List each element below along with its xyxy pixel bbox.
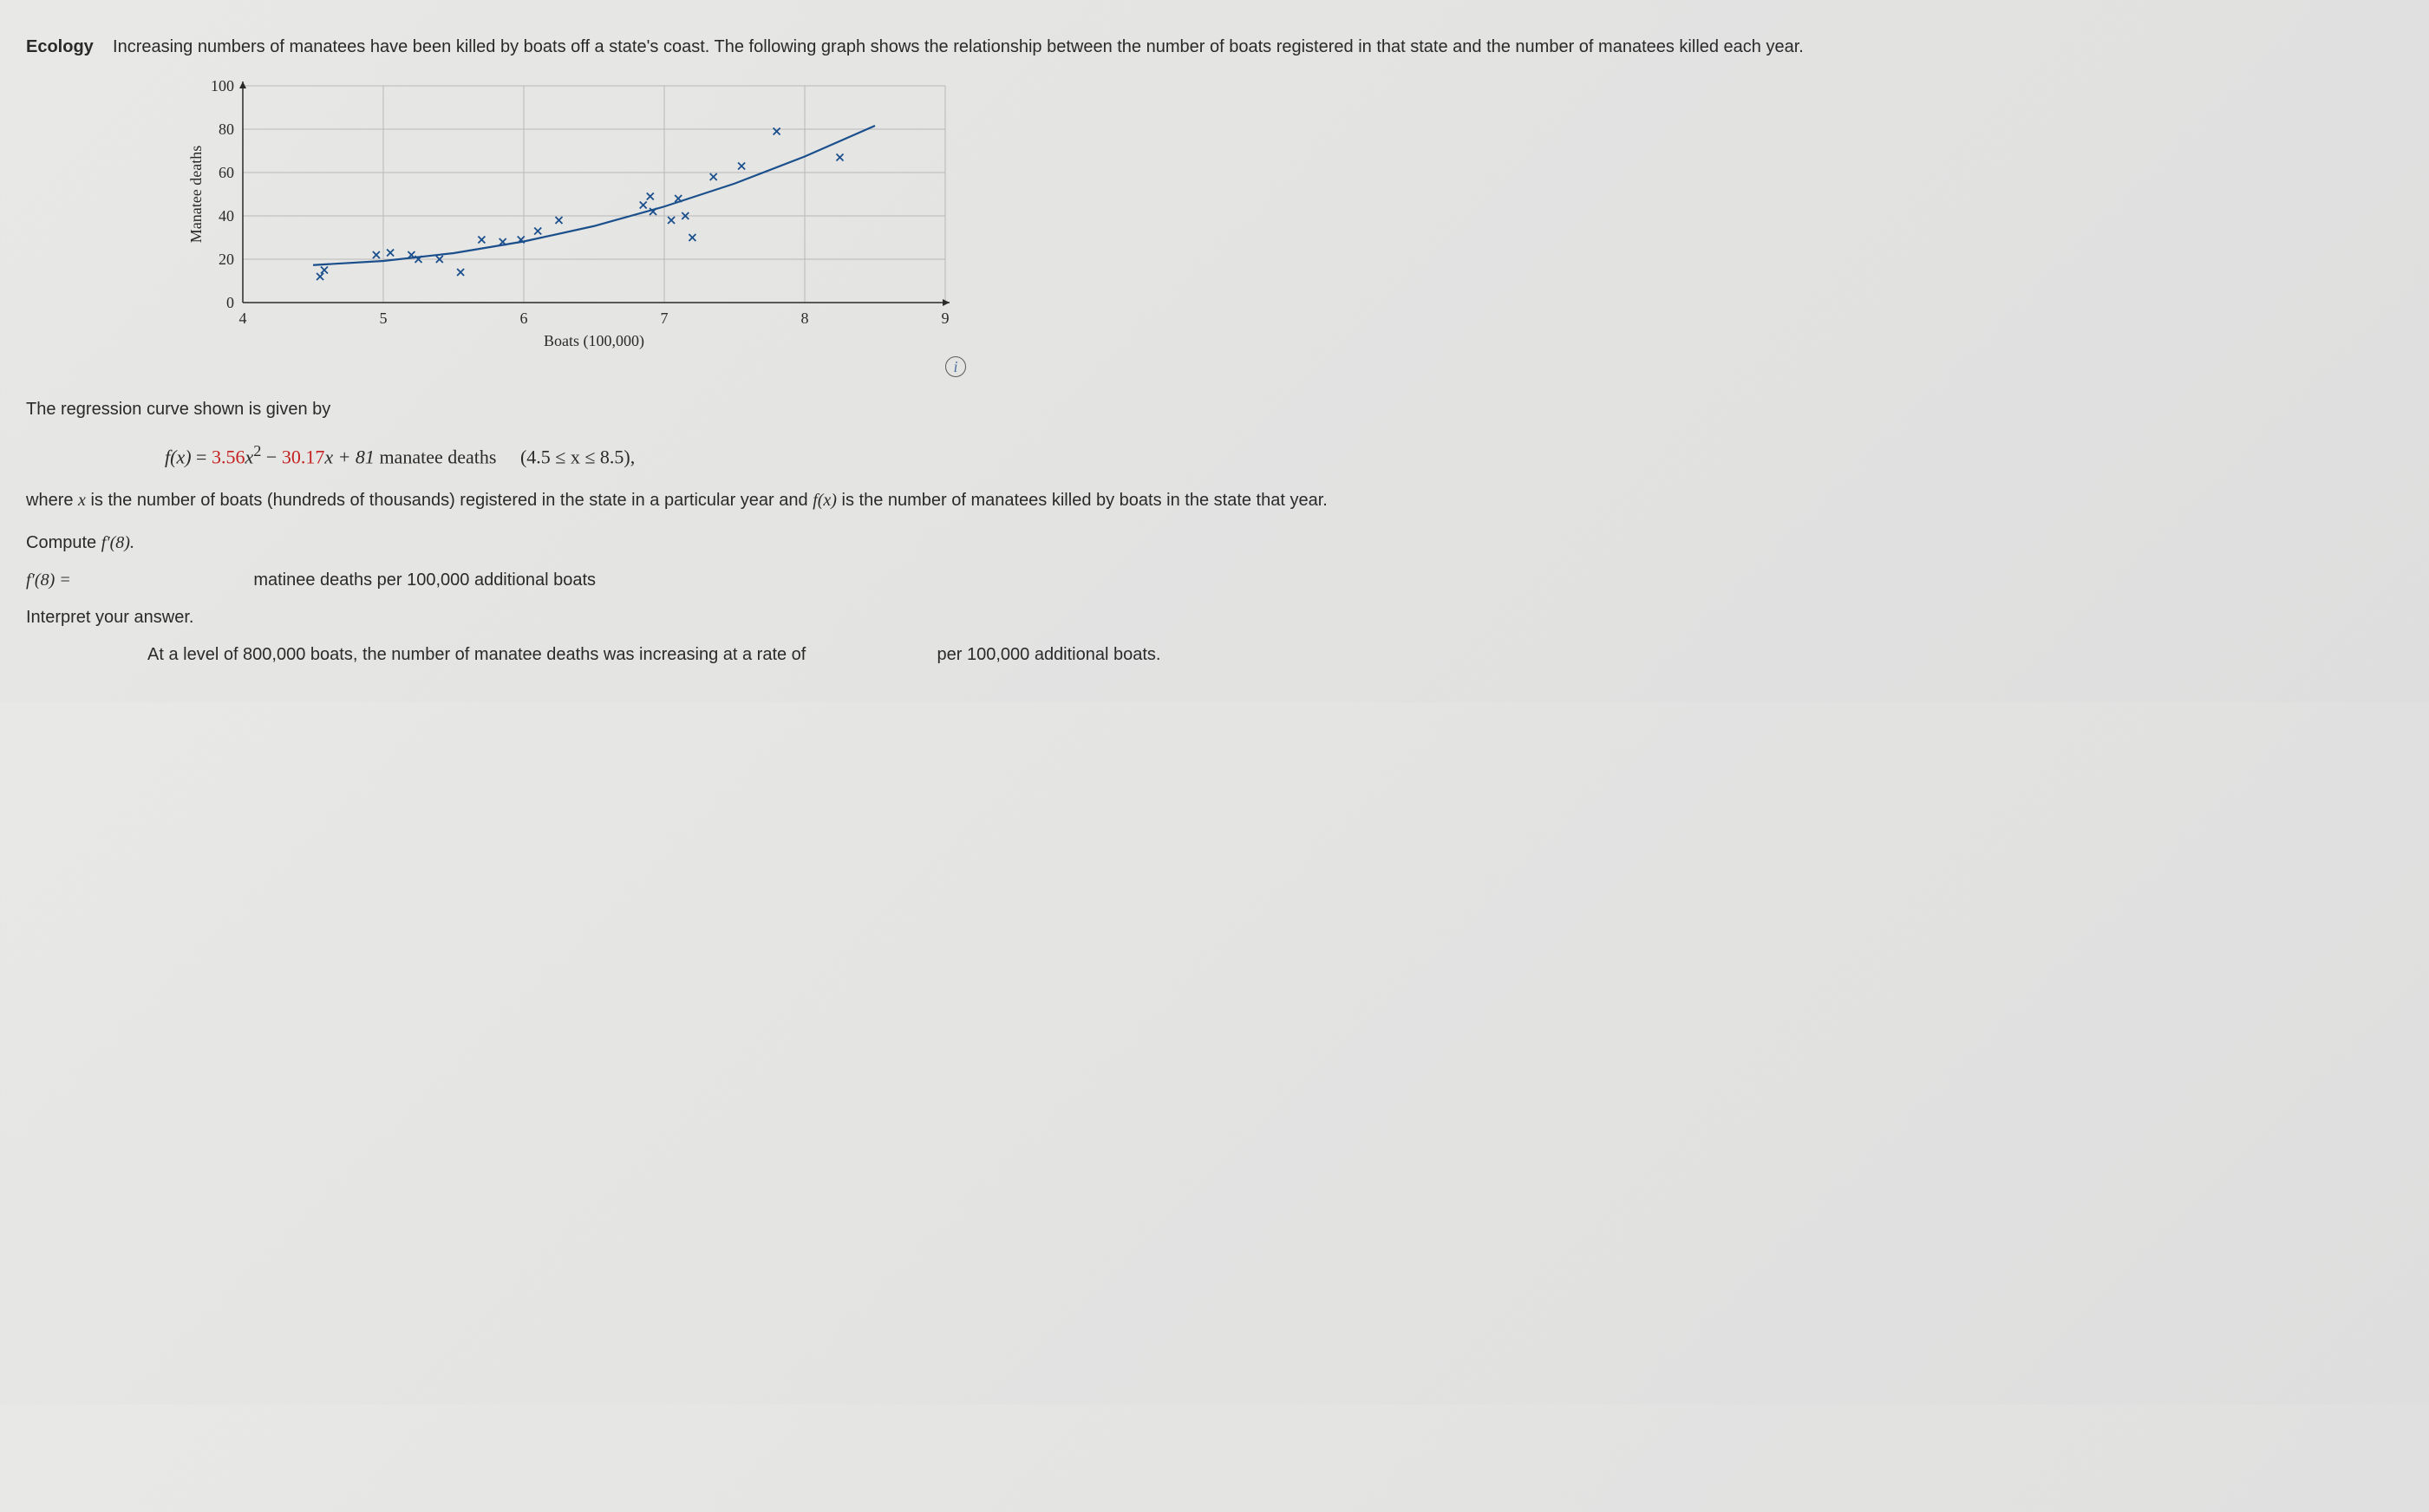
answer-blank-1[interactable] xyxy=(75,584,249,585)
chart-svg: 4 5 6 7 8 9 0 20 40 60 80 100 Boats (100,000) Manatee… xyxy=(182,77,963,355)
formula-units: manatee deaths xyxy=(375,446,497,467)
compute-text: Compute xyxy=(26,533,101,552)
svg-text:6: 6 xyxy=(520,310,528,327)
compute-line: Compute f′(8). xyxy=(26,531,2403,556)
svg-text:80: 80 xyxy=(219,121,234,138)
fprime-lhs: f′(8) = xyxy=(26,570,75,590)
svg-text:8: 8 xyxy=(801,310,809,327)
svg-text:0: 0 xyxy=(226,294,234,311)
where-t2: is the number of boats (hundreds of thou… xyxy=(86,491,813,510)
formula-a: 3.56 xyxy=(212,446,245,467)
formula-x1: x + 81 xyxy=(324,446,375,467)
formula-eq: = xyxy=(192,446,212,467)
where-x: x xyxy=(78,491,86,510)
formula-x2: x xyxy=(245,446,253,467)
problem-intro: Ecology Increasing numbers of manatees h… xyxy=(26,35,2403,60)
svg-text:9: 9 xyxy=(942,310,950,327)
formula-b: 30.17 xyxy=(282,446,325,467)
interpret-sentence: At a level of 800,000 boats, the number … xyxy=(147,642,2403,668)
formula-fx: f(x) xyxy=(165,446,192,467)
svg-text:100: 100 xyxy=(211,77,234,94)
svg-text:60: 60 xyxy=(219,164,234,181)
svg-text:20: 20 xyxy=(219,251,234,268)
interpret-label: Interpret your answer. xyxy=(26,605,2403,630)
topic-title: Ecology xyxy=(26,37,94,56)
interpret-t2: per 100,000 additional boats. xyxy=(937,645,1161,664)
formula-domain: (4.5 ≤ x ≤ 8.5), xyxy=(520,446,635,467)
where-clause: where x is the number of boats (hundreds… xyxy=(26,488,2403,513)
svg-text:Boats (100,000): Boats (100,000) xyxy=(544,332,644,350)
svg-text:4: 4 xyxy=(239,310,247,327)
where-fx: f(x) xyxy=(813,491,837,510)
info-icon[interactable]: i xyxy=(945,356,966,377)
svg-text:5: 5 xyxy=(380,310,388,327)
compute-fprime: f′(8). xyxy=(101,533,134,552)
svg-text:40: 40 xyxy=(219,207,234,225)
formula-minus: − xyxy=(261,446,281,467)
svg-text:7: 7 xyxy=(661,310,669,327)
svg-text:Manatee deaths: Manatee deaths xyxy=(187,146,205,243)
fprime-units: matinee deaths per 100,000 additional bo… xyxy=(253,570,596,590)
regression-formula: f(x) = 3.56x2 − 30.17x + 81 manatee deat… xyxy=(165,440,2403,471)
fprime-line: f′(8) = matinee deaths per 100,000 addit… xyxy=(26,568,2403,593)
manatee-chart: 4 5 6 7 8 9 0 20 40 60 80 100 Boats (100,000) Manatee… xyxy=(182,77,2403,380)
where-t1: where xyxy=(26,491,78,510)
intro-text: Increasing numbers of manatees have been… xyxy=(113,37,1804,56)
regression-intro: The regression curve shown is given by xyxy=(26,397,2403,422)
interpret-t1: At a level of 800,000 boats, the number … xyxy=(147,645,806,664)
where-t3: is the number of manatees killed by boat… xyxy=(837,491,1328,510)
